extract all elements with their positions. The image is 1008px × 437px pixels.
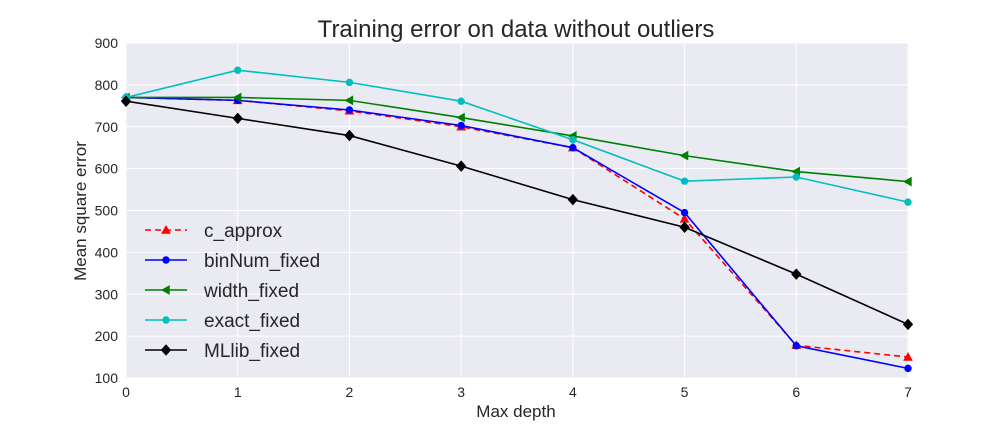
data-point xyxy=(902,318,914,331)
data-point xyxy=(234,66,242,74)
legend-label: exact_fixed xyxy=(204,311,300,332)
data-point xyxy=(792,342,800,350)
data-point xyxy=(232,112,243,125)
data-point xyxy=(232,92,242,103)
data-point xyxy=(679,150,689,161)
data-point xyxy=(457,121,465,130)
legend-entry: c_approx xyxy=(145,221,283,242)
chart-title: Training error on data without outliers xyxy=(318,16,715,43)
legend-entry: width_fixed xyxy=(145,281,299,302)
data-point xyxy=(569,136,577,144)
data-point xyxy=(345,106,354,114)
series-line xyxy=(126,96,909,183)
legend-label: c_approx xyxy=(204,221,283,242)
data-point xyxy=(345,78,354,87)
data-point xyxy=(344,95,354,106)
data-point xyxy=(904,364,912,373)
legend-marker xyxy=(162,256,170,264)
x-tick-label: 0 xyxy=(122,384,130,400)
y-tick-label: 100 xyxy=(95,370,119,386)
data-point xyxy=(456,112,465,123)
y-tick-label: 800 xyxy=(95,77,119,93)
data-point xyxy=(120,95,132,107)
y-tick-label: 500 xyxy=(95,203,119,219)
y-tick-label: 200 xyxy=(95,328,119,344)
y-tick-label: 300 xyxy=(95,286,119,302)
legend-label: width_fixed xyxy=(203,281,299,302)
series-line xyxy=(125,69,909,203)
data-point xyxy=(791,268,802,280)
y-tick-label: 400 xyxy=(95,244,119,260)
legend-entry: MLlib_fixed xyxy=(145,341,300,362)
data-point xyxy=(455,160,467,172)
series-line xyxy=(125,96,909,370)
x-tick-label: 7 xyxy=(904,384,912,400)
data-point xyxy=(679,221,690,233)
y-axis-label: Mean square error xyxy=(71,141,90,281)
legend-marker xyxy=(161,224,171,234)
series-group xyxy=(120,66,914,373)
data-point xyxy=(680,177,689,185)
legend: c_approx binNum_fixed width_fixed exact_fix… xyxy=(145,221,320,362)
data-point xyxy=(567,193,579,206)
series-MLlib_fixed xyxy=(120,95,914,331)
data-point xyxy=(680,208,689,217)
x-tick-label: 6 xyxy=(792,384,800,400)
y-tick-label: 600 xyxy=(95,161,119,177)
legend-entry: exact_fixed xyxy=(145,311,300,332)
data-point xyxy=(457,97,465,105)
legend-marker xyxy=(160,344,172,356)
x-axis-label: Max depth xyxy=(476,402,555,421)
data-point xyxy=(903,352,913,361)
x-tick-label: 3 xyxy=(457,384,465,400)
legend-marker xyxy=(162,316,170,324)
legend-entry: binNum_fixed xyxy=(145,251,320,272)
series-line xyxy=(125,100,909,326)
data-point xyxy=(792,173,800,181)
x-tick-label: 1 xyxy=(234,384,242,400)
y-tick-label: 900 xyxy=(95,35,119,51)
data-point xyxy=(902,176,912,187)
legend-label: binNum_fixed xyxy=(204,251,320,272)
data-point xyxy=(904,198,912,206)
y-tick-label: 700 xyxy=(95,119,119,135)
x-tick-label: 5 xyxy=(681,384,689,400)
x-tick-label: 4 xyxy=(569,384,577,400)
legend-label: MLlib_fixed xyxy=(204,341,300,362)
tick-labels: 0 1 2 3 4 5 6 7 100 200 300 400 500 600 700 800 900 xyxy=(95,35,912,400)
x-tick-label: 2 xyxy=(346,384,354,400)
data-point xyxy=(344,129,355,142)
series-exact_fixed xyxy=(122,66,912,206)
legend-marker xyxy=(160,285,170,295)
data-point xyxy=(569,143,577,152)
